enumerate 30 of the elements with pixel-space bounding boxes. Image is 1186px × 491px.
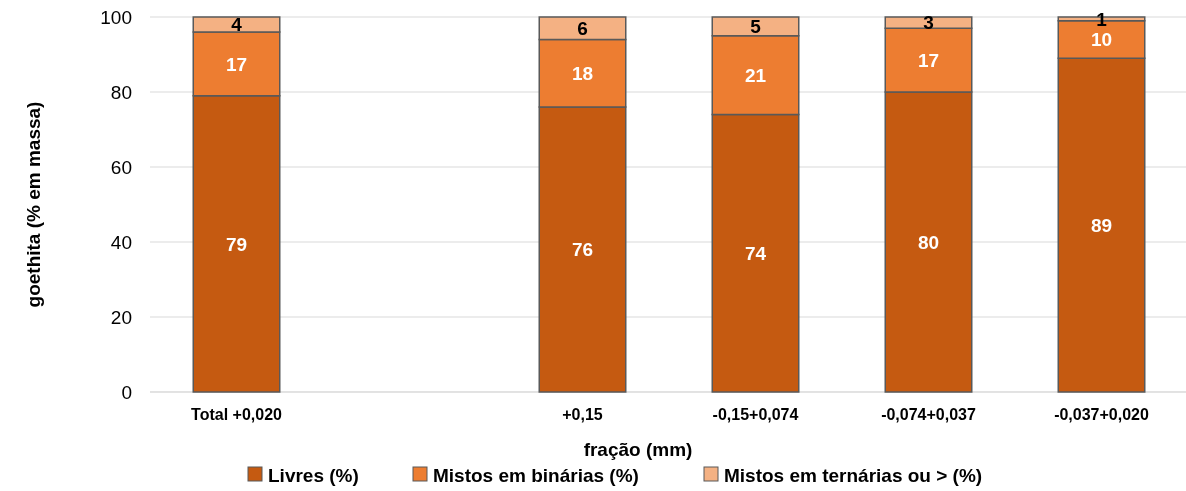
legend-label: Mistos em binárias (%) — [433, 464, 639, 486]
data-label: 18 — [571, 62, 594, 84]
y-tick-label: 80 — [110, 81, 132, 103]
data-label: 10 — [1090, 29, 1113, 51]
data-label: 6 — [577, 17, 588, 39]
legend-label: Mistos em ternárias ou > (%) — [724, 464, 983, 486]
data-label: 80 — [917, 231, 940, 253]
data-label: 74 — [744, 242, 767, 264]
x-tick-label: -0,074+0,037 — [881, 406, 976, 423]
x-tick-label: Total +0,020 — [191, 406, 283, 423]
data-label: 79 — [225, 233, 248, 255]
data-label: 21 — [744, 64, 767, 86]
y-tick-label: 20 — [110, 306, 132, 328]
data-label: 5 — [750, 16, 762, 38]
data-label: 89 — [1090, 214, 1113, 236]
data-label: 17 — [917, 49, 940, 71]
data-label: 4 — [231, 14, 243, 36]
data-label: 3 — [923, 12, 934, 34]
y-tick-label: 60 — [110, 156, 132, 178]
y-tick-label: 40 — [110, 231, 132, 253]
data-label: 76 — [571, 239, 594, 261]
x-tick-label: +0,15 — [562, 406, 603, 423]
y-tick-label: 0 — [121, 381, 132, 403]
x-tick-label: -0,037+0,020 — [1054, 406, 1149, 423]
x-tick-label: -0,15+0,074 — [712, 406, 799, 423]
y-axis-title: goethita (% em massa) — [23, 101, 44, 308]
y-tick-label: 100 — [100, 6, 132, 28]
legend-label: Livres (%) — [268, 464, 359, 486]
data-label: 17 — [225, 53, 248, 75]
x-axis-title: fração (mm) — [583, 439, 693, 460]
